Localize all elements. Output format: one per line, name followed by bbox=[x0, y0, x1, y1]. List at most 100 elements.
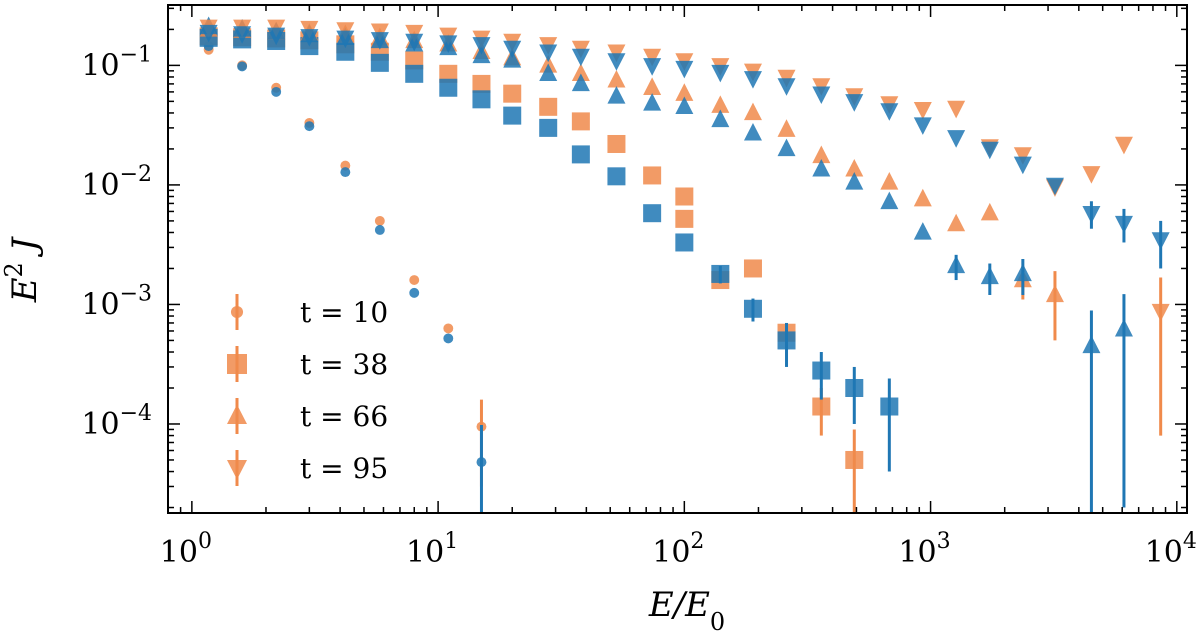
data-point bbox=[571, 112, 590, 131]
data-point bbox=[1045, 177, 1064, 196]
data-point bbox=[812, 158, 831, 177]
data-point bbox=[607, 53, 626, 71]
data-point bbox=[913, 117, 932, 135]
data-point bbox=[443, 333, 454, 344]
data-point bbox=[1013, 147, 1032, 165]
data-point bbox=[472, 74, 491, 93]
data-point bbox=[1151, 232, 1170, 250]
legend-label: t = 38 bbox=[300, 348, 388, 381]
legend-label: t = 10 bbox=[300, 296, 388, 329]
data-point bbox=[405, 24, 424, 43]
data-point bbox=[777, 78, 796, 96]
data-point bbox=[571, 63, 590, 82]
data-point bbox=[370, 32, 389, 50]
x-axis-label: E/E0 bbox=[648, 585, 725, 631]
legend-label: t = 95 bbox=[300, 452, 388, 485]
data-point bbox=[743, 102, 762, 121]
data-point bbox=[539, 118, 558, 137]
data-point bbox=[743, 123, 762, 141]
data-point bbox=[711, 109, 730, 128]
data-point bbox=[304, 121, 315, 132]
data-point bbox=[439, 35, 458, 53]
data-point bbox=[539, 63, 558, 82]
data-point bbox=[503, 106, 522, 125]
y-tick-label: 10−4 bbox=[81, 401, 152, 442]
data-point bbox=[405, 64, 424, 83]
data-point bbox=[300, 29, 319, 47]
data-point bbox=[845, 94, 864, 112]
data-point bbox=[199, 24, 218, 43]
data-point bbox=[503, 84, 522, 103]
legend: t = 10 t = 38 t = 66 t = 95 bbox=[227, 294, 388, 486]
data-point bbox=[947, 213, 966, 232]
y-tick-label: 10−2 bbox=[81, 162, 152, 203]
data-point bbox=[675, 209, 694, 228]
data-point bbox=[743, 259, 762, 278]
data-point bbox=[472, 37, 491, 55]
data-points bbox=[199, 16, 1170, 513]
data-point bbox=[607, 69, 626, 88]
y-axis-label: E2 J bbox=[0, 235, 45, 303]
data-point bbox=[539, 97, 558, 116]
data-point bbox=[812, 86, 831, 105]
data-point bbox=[643, 166, 662, 185]
data-point bbox=[267, 27, 286, 46]
data-point bbox=[675, 60, 694, 79]
legend-marker bbox=[227, 354, 247, 374]
data-point bbox=[980, 266, 999, 285]
data-point bbox=[1082, 335, 1101, 354]
data-point bbox=[711, 64, 730, 83]
data-point bbox=[1151, 303, 1170, 322]
data-point bbox=[503, 50, 522, 68]
data-point bbox=[1114, 136, 1133, 155]
data-point bbox=[476, 457, 487, 468]
y-tick-label: 10−3 bbox=[81, 281, 152, 322]
data-point bbox=[980, 141, 999, 160]
data-point bbox=[571, 48, 590, 67]
data-point bbox=[812, 145, 831, 164]
data-point bbox=[370, 53, 389, 72]
data-point bbox=[711, 95, 730, 113]
data-point bbox=[503, 40, 522, 59]
x-tick-label: 100 bbox=[160, 529, 212, 570]
axis-ticks: 100 101 102 103 104 10−1 10−2 10−3 10−4 bbox=[81, 5, 1197, 570]
data-point bbox=[812, 397, 831, 416]
data-point bbox=[1082, 205, 1101, 224]
data-point bbox=[845, 158, 864, 177]
data-point bbox=[711, 264, 730, 283]
plot-frame bbox=[167, 4, 1188, 514]
legend-label: t = 66 bbox=[300, 400, 388, 433]
data-point bbox=[913, 101, 932, 120]
data-point bbox=[607, 167, 626, 186]
data-point bbox=[336, 30, 355, 49]
data-point bbox=[374, 215, 385, 226]
data-point bbox=[643, 93, 662, 111]
data-point bbox=[1114, 215, 1133, 234]
data-point bbox=[643, 77, 662, 95]
data-point bbox=[271, 86, 282, 97]
data-point bbox=[439, 78, 458, 97]
data-point bbox=[607, 134, 626, 153]
data-point bbox=[374, 224, 385, 235]
data-point bbox=[571, 73, 590, 92]
data-point bbox=[409, 287, 420, 298]
data-point bbox=[405, 33, 424, 52]
data-point bbox=[880, 191, 899, 210]
data-point bbox=[913, 188, 932, 207]
data-point bbox=[539, 44, 558, 63]
data-point bbox=[845, 172, 864, 190]
data-point bbox=[643, 204, 662, 223]
y-tick-label: 10−1 bbox=[81, 42, 152, 83]
data-point bbox=[607, 86, 626, 104]
data-point bbox=[812, 361, 831, 380]
data-point bbox=[237, 61, 248, 72]
data-point bbox=[1045, 284, 1064, 303]
data-point bbox=[643, 48, 662, 67]
data-point bbox=[743, 71, 762, 89]
data-point bbox=[777, 138, 796, 157]
data-point bbox=[571, 145, 590, 164]
x-tick-label: 101 bbox=[406, 529, 458, 570]
data-point bbox=[336, 42, 355, 61]
data-point bbox=[675, 83, 694, 101]
data-point bbox=[947, 130, 966, 148]
